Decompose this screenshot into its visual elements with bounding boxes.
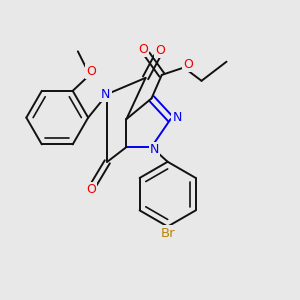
Text: N: N xyxy=(172,111,182,124)
Text: O: O xyxy=(86,65,96,78)
Text: O: O xyxy=(86,183,96,196)
Text: Br: Br xyxy=(160,226,175,239)
Text: O: O xyxy=(139,44,148,56)
Text: N: N xyxy=(150,143,159,156)
Text: O: O xyxy=(155,44,165,57)
Text: O: O xyxy=(183,58,193,71)
Text: N: N xyxy=(101,88,110,100)
